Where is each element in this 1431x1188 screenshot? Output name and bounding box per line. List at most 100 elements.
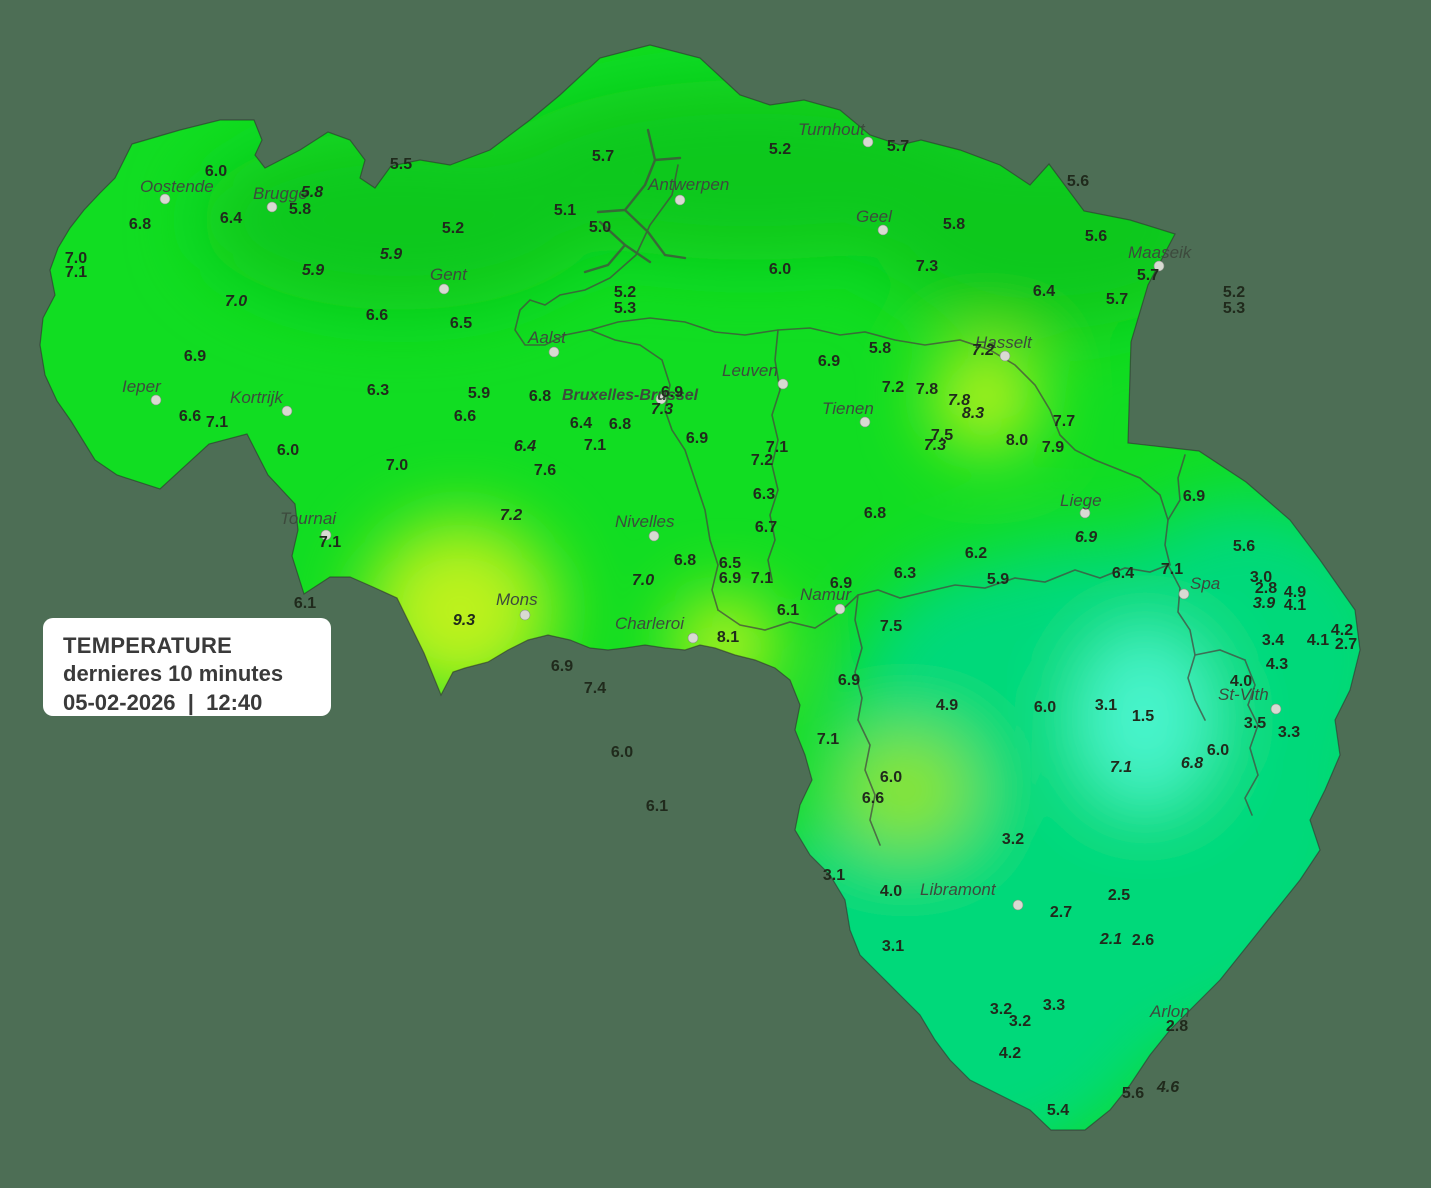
svg-text:5.8: 5.8 xyxy=(943,216,965,233)
svg-text:Liege: Liege xyxy=(1060,491,1102,510)
svg-text:3.1: 3.1 xyxy=(882,938,904,955)
svg-text:6.5: 6.5 xyxy=(450,315,472,332)
svg-text:7.1: 7.1 xyxy=(1161,561,1183,578)
svg-text:6.0: 6.0 xyxy=(277,442,299,459)
svg-text:Nivelles: Nivelles xyxy=(615,512,675,531)
svg-text:5.7: 5.7 xyxy=(887,138,909,155)
svg-text:6.9: 6.9 xyxy=(818,353,840,370)
svg-text:6.4: 6.4 xyxy=(1033,283,1055,300)
svg-text:5.1: 5.1 xyxy=(554,202,576,219)
svg-text:2.7: 2.7 xyxy=(1335,636,1357,653)
svg-text:6.8: 6.8 xyxy=(129,216,151,233)
svg-text:5.2: 5.2 xyxy=(614,284,636,301)
svg-text:6.0: 6.0 xyxy=(205,163,227,180)
svg-text:7.0: 7.0 xyxy=(632,572,654,589)
svg-text:7.7: 7.7 xyxy=(1053,413,1075,430)
svg-text:7.8: 7.8 xyxy=(916,381,938,398)
svg-text:7.0: 7.0 xyxy=(225,293,247,310)
svg-text:6.3: 6.3 xyxy=(367,382,389,399)
svg-text:3.3: 3.3 xyxy=(1278,724,1300,741)
svg-text:6.1: 6.1 xyxy=(646,798,668,815)
svg-text:5.7: 5.7 xyxy=(592,148,614,165)
svg-text:7.3: 7.3 xyxy=(651,401,673,418)
svg-text:5.6: 5.6 xyxy=(1085,228,1107,245)
svg-text:6.0: 6.0 xyxy=(1034,699,1056,716)
svg-text:6.9: 6.9 xyxy=(1183,488,1205,505)
svg-text:6.3: 6.3 xyxy=(894,565,916,582)
svg-text:6.9: 6.9 xyxy=(551,658,573,675)
svg-text:8.3: 8.3 xyxy=(962,405,984,422)
svg-text:Tienen: Tienen xyxy=(822,399,874,418)
svg-text:Charleroi: Charleroi xyxy=(615,614,685,633)
svg-text:5.2: 5.2 xyxy=(769,141,791,158)
svg-text:7.1: 7.1 xyxy=(319,534,341,551)
svg-text:5.2: 5.2 xyxy=(442,220,464,237)
svg-text:Aalst: Aalst xyxy=(527,328,567,347)
svg-text:2.5: 2.5 xyxy=(1108,887,1130,904)
svg-text:6.0: 6.0 xyxy=(769,261,791,278)
svg-text:Tournai: Tournai xyxy=(280,509,337,528)
svg-text:6.9: 6.9 xyxy=(719,570,741,587)
svg-text:5.5: 5.5 xyxy=(390,156,412,173)
svg-text:6.2: 6.2 xyxy=(965,545,987,562)
svg-text:Mons: Mons xyxy=(496,590,538,609)
svg-text:3.1: 3.1 xyxy=(1095,697,1117,714)
svg-text:7.1: 7.1 xyxy=(751,570,773,587)
svg-text:Turnhout: Turnhout xyxy=(798,120,866,139)
svg-text:6.0: 6.0 xyxy=(880,769,902,786)
svg-text:5.0: 5.0 xyxy=(589,219,611,236)
svg-text:Antwerpen: Antwerpen xyxy=(647,175,729,194)
svg-text:4.9: 4.9 xyxy=(936,697,958,714)
svg-text:6.8: 6.8 xyxy=(609,416,631,433)
svg-text:6.8: 6.8 xyxy=(1181,755,1203,772)
svg-text:5.3: 5.3 xyxy=(1223,300,1245,317)
svg-text:3.4: 3.4 xyxy=(1262,632,1284,649)
svg-text:6.9: 6.9 xyxy=(686,430,708,447)
svg-text:5.8: 5.8 xyxy=(301,184,323,201)
svg-text:2.8: 2.8 xyxy=(1166,1018,1188,1035)
svg-text:6.3: 6.3 xyxy=(753,486,775,503)
svg-text:7.5: 7.5 xyxy=(880,618,902,635)
svg-text:5.9: 5.9 xyxy=(302,262,324,279)
svg-text:Libramont: Libramont xyxy=(920,880,997,899)
svg-text:5.8: 5.8 xyxy=(289,201,311,218)
svg-text:5.3: 5.3 xyxy=(614,300,636,317)
svg-text:4.3: 4.3 xyxy=(1266,656,1288,673)
svg-text:6.9: 6.9 xyxy=(830,575,852,592)
svg-text:7.3: 7.3 xyxy=(916,258,938,275)
svg-text:6.4: 6.4 xyxy=(1112,565,1134,582)
svg-text:3.9: 3.9 xyxy=(1253,595,1275,612)
svg-text:7.1: 7.1 xyxy=(65,264,87,281)
svg-text:6.8: 6.8 xyxy=(864,505,886,522)
svg-text:3.2: 3.2 xyxy=(1009,1013,1031,1030)
svg-text:6.6: 6.6 xyxy=(454,408,476,425)
svg-text:6.4: 6.4 xyxy=(570,415,592,432)
svg-text:4.1: 4.1 xyxy=(1284,597,1306,614)
svg-text:1.5: 1.5 xyxy=(1132,708,1154,725)
svg-text:6.4: 6.4 xyxy=(220,210,242,227)
svg-text:2.7: 2.7 xyxy=(1050,904,1072,921)
svg-text:4.0: 4.0 xyxy=(880,883,902,900)
svg-text:2.6: 2.6 xyxy=(1132,932,1154,949)
svg-text:7.9: 7.9 xyxy=(1042,439,1064,456)
svg-text:5.6: 5.6 xyxy=(1122,1085,1144,1102)
svg-text:Geel: Geel xyxy=(856,207,893,226)
svg-text:5.8: 5.8 xyxy=(869,340,891,357)
svg-text:7.2: 7.2 xyxy=(882,379,904,396)
svg-text:Kortrijk: Kortrijk xyxy=(230,388,284,407)
svg-text:9.3: 9.3 xyxy=(453,612,475,629)
svg-text:7.1: 7.1 xyxy=(584,437,606,454)
svg-text:7.1: 7.1 xyxy=(206,414,228,431)
svg-text:6.7: 6.7 xyxy=(755,519,777,536)
svg-text:3.5: 3.5 xyxy=(1244,715,1266,732)
svg-text:6.0: 6.0 xyxy=(611,744,633,761)
svg-text:5.9: 5.9 xyxy=(468,385,490,402)
svg-text:7.1: 7.1 xyxy=(1110,759,1132,776)
svg-text:8.1: 8.1 xyxy=(717,629,739,646)
svg-text:8.0: 8.0 xyxy=(1006,432,1028,449)
svg-text:7.3: 7.3 xyxy=(924,437,946,454)
svg-text:7.2: 7.2 xyxy=(500,507,522,524)
svg-text:6.6: 6.6 xyxy=(366,307,388,324)
svg-text:6.8: 6.8 xyxy=(529,388,551,405)
svg-text:5.9: 5.9 xyxy=(987,571,1009,588)
